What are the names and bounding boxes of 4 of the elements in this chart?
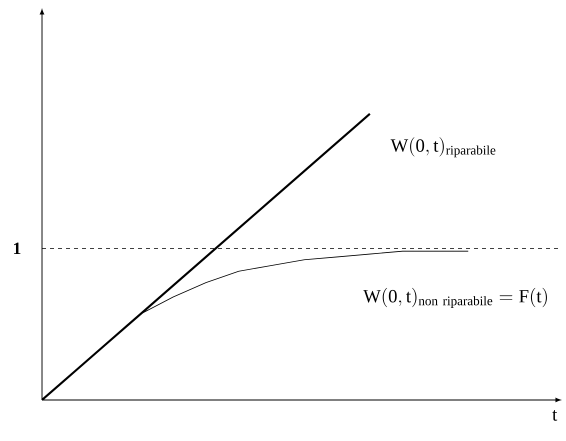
x-axis-title: t xyxy=(552,410,558,421)
ref-line-label: 1 xyxy=(14,242,20,254)
text: $\mathrm{W(0,t)_{riparabile}}$ xyxy=(390,137,496,158)
text: $\mathrm{W(0,t)_{non\ riparabile} = F(t)}$ xyxy=(363,288,547,308)
